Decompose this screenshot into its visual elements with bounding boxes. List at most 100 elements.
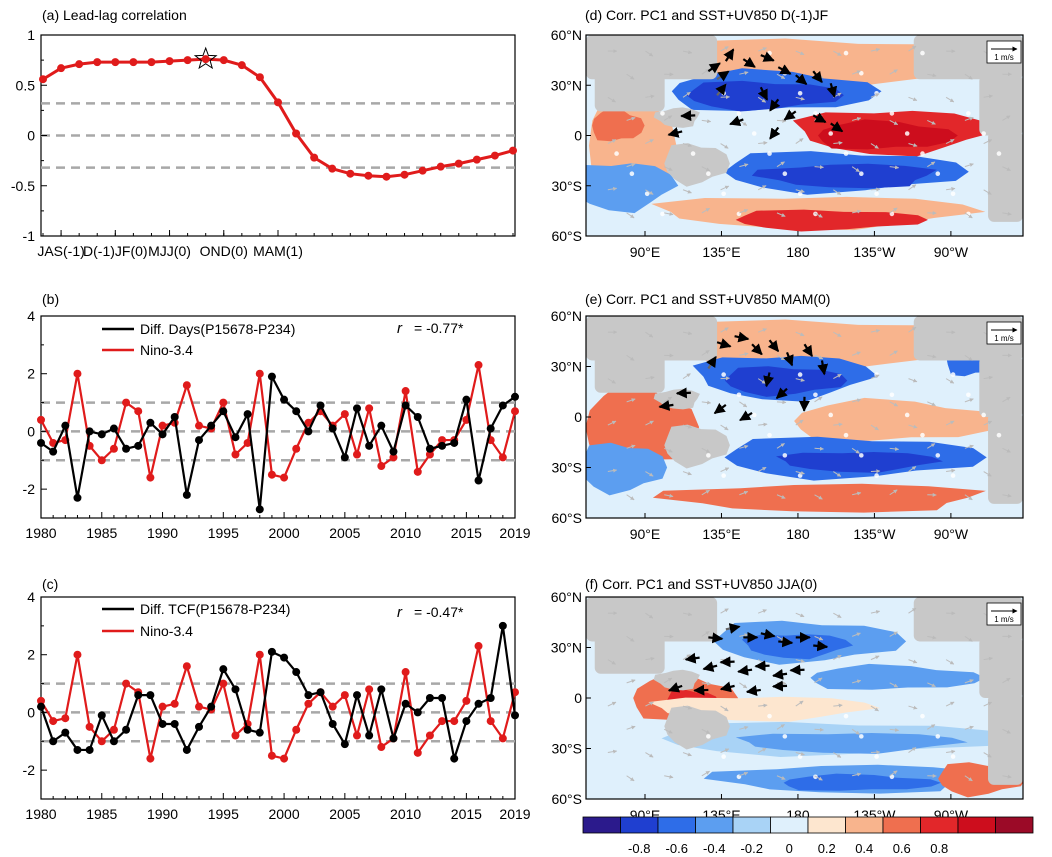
x-tick-label: MJJ(0) [148,243,191,259]
data-point [511,711,519,720]
data-point [328,702,337,711]
wind-vector-grey [682,705,693,710]
data-point [182,745,191,754]
wind-vector-grey [983,94,993,99]
colorbar-label: 0.8 [930,841,948,856]
significance-dot [660,111,665,116]
land-mass-australia [664,705,730,750]
data-point [85,427,94,436]
land-mass [988,412,1023,504]
data-point [365,685,374,694]
land-mass [979,75,1023,136]
significance-dot [904,412,910,418]
wind-vector-grey [776,724,785,730]
x-tick-label: 1985 [86,525,117,541]
wind-vector-grey [664,166,673,171]
significance-dot [721,754,726,759]
wind-vector-grey [908,143,918,148]
wind-vector-significant [708,632,724,644]
data-point [413,467,422,476]
wind-vector-grey [908,747,917,753]
data-point [438,694,447,702]
data-point [255,369,264,378]
data-point [292,444,301,453]
wind-vector-grey [776,212,786,217]
wind-vector-grey [983,420,993,426]
data-point [158,430,167,439]
wind-vector-grey [795,751,805,756]
data-point [365,404,374,413]
wind-vector-grey [645,701,654,707]
wind-vector-grey [795,700,804,707]
wind-vector-grey [682,189,692,194]
data-point [490,151,499,160]
r-value: = -0.77* [414,320,464,336]
wind-vector-grey [626,775,635,782]
land-mass [988,693,1023,785]
data-point [389,734,398,743]
significance-dot [966,392,971,398]
x-tick-label: 1990 [147,525,178,541]
correlation-shading [794,397,1004,441]
wind-vector-significant [769,98,781,112]
legend-label-nino34: Nino-3.4 [140,342,193,358]
x-tick-label: 1995 [208,806,239,822]
wind-vector-grey [757,747,767,753]
colorbar-swatch [695,816,734,834]
wind-vector-grey [964,212,973,219]
data-point [129,58,138,67]
wind-vector-grey [795,96,805,101]
significance-dot [797,90,803,96]
significance-dot [843,432,849,438]
wind-vector-grey [682,424,693,429]
map-field [586,316,1023,518]
wind-vector-grey [795,419,804,426]
correlation-shading [818,119,958,150]
wind-vector-significant [778,636,794,648]
y-tick-label: 4 [27,308,35,324]
significance-dot [767,50,772,56]
data-point [425,450,434,459]
wind-vector-grey [739,209,749,214]
wind-vector-grey [1002,493,1012,498]
wind-vector-grey [720,143,729,149]
wind-vector-grey [607,139,617,144]
colorbar-label: 0 [786,841,793,856]
wind-vector-grey [908,659,918,664]
wind-vector-grey [776,161,785,168]
wind-vector-grey [814,775,823,781]
wind-vector-grey [927,73,937,78]
lat-tick-label: 30°S [551,460,582,476]
wind-vector-grey [758,140,768,145]
data-point [122,444,131,453]
wind-vector-grey [927,119,936,125]
wind-vector-grey [946,749,956,754]
wind-vector-grey [870,93,880,98]
significance-dot [935,453,941,458]
colorbar-label: -0.4 [703,841,725,856]
significance-dot [736,111,742,116]
panel-d-title: (d) Corr. PC1 and SST+UV850 D(-1)JF [585,7,828,23]
wind-vector-grey [739,490,749,496]
wind-vector-significant [826,82,838,98]
wind-vector-grey [833,141,843,145]
data-point [401,699,410,708]
wind-vector-grey [645,752,654,758]
significance-dot [751,412,757,418]
data-point [255,505,264,514]
significance-dot [935,734,941,739]
data-point [183,56,192,65]
plot-frame [40,34,516,237]
data-point [97,711,106,720]
data-point [49,447,58,456]
wind-vector-grey [1002,728,1011,734]
significance-dot [721,372,726,377]
wind-vector-significant [667,127,683,138]
wind-vector-grey [757,609,767,614]
data-point [304,691,313,700]
wind-vector-grey [964,775,973,782]
wind-vector-grey [814,446,824,451]
data-point [207,702,216,711]
data-point [85,745,94,754]
